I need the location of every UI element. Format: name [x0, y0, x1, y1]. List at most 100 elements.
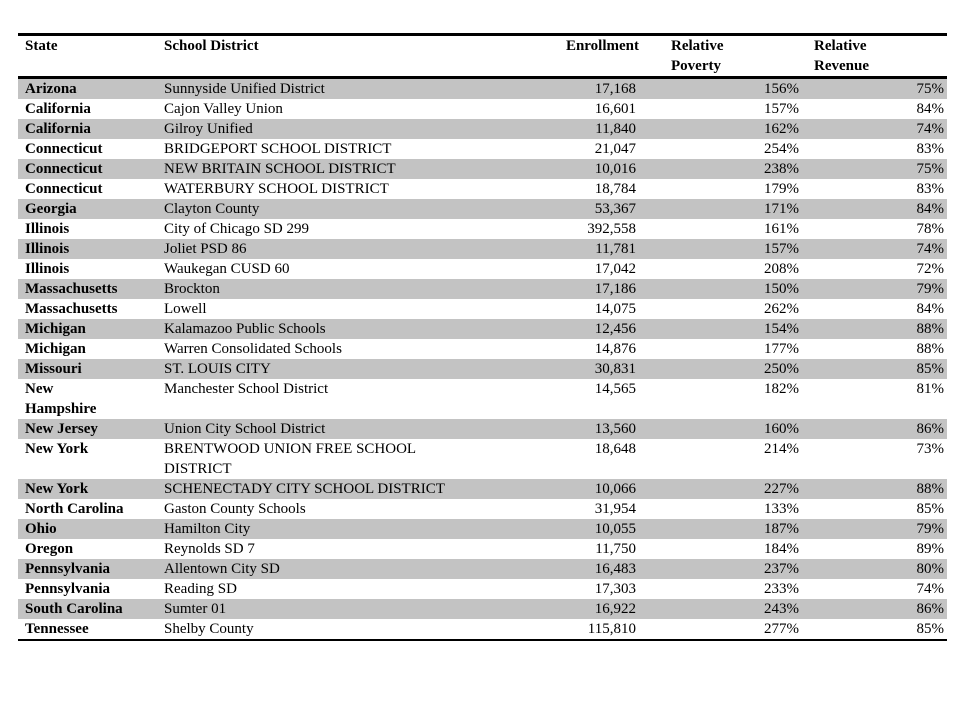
- state-cell: Michigan: [25, 341, 86, 357]
- state-cell: Pennsylvania: [25, 581, 111, 597]
- state-cell: Connecticut: [25, 141, 103, 157]
- revenue-cell: 72%: [916, 261, 945, 277]
- enrollment-cell: 17,186: [594, 281, 636, 297]
- revenue-cell: 85%: [916, 501, 945, 517]
- enrollment-cell: 16,601: [594, 101, 636, 117]
- revenue-cell: 81%: [916, 381, 945, 397]
- enrollment-cell: 14,565: [594, 381, 636, 397]
- enrollment-cell: 10,055: [594, 521, 636, 537]
- district-cell: Gilroy Unified: [164, 121, 253, 137]
- enrollment-cell: 16,922: [594, 601, 636, 617]
- table-row: Connecticut WATERBURY SCHOOL DISTRICT 18…: [18, 179, 947, 199]
- enrollment-cell: 13,560: [594, 421, 636, 437]
- poverty-cell: 184%: [764, 541, 799, 557]
- enrollment-cell: 31,954: [594, 501, 636, 517]
- revenue-cell: 88%: [916, 321, 945, 337]
- district-cell: Waukegan CUSD 60: [164, 261, 290, 277]
- revenue-cell: 84%: [916, 101, 945, 117]
- school-district-table: State School District Enrollment Relativ…: [18, 33, 947, 641]
- state-cell: New Jersey: [25, 421, 98, 437]
- enrollment-cell: 115,810: [587, 621, 636, 637]
- district-cell: Warren Consolidated Schools: [164, 341, 342, 357]
- revenue-cell: 83%: [916, 181, 945, 197]
- poverty-cell: 160%: [764, 421, 799, 437]
- enrollment-cell: 18,648: [594, 441, 636, 457]
- poverty-cell: 237%: [764, 561, 799, 577]
- header-enrollment: Enrollment: [544, 34, 644, 79]
- district-cell: Sumter 01: [164, 601, 227, 617]
- district-cell: Brockton: [164, 281, 220, 297]
- enrollment-cell: 14,876: [594, 341, 636, 357]
- poverty-cell: 277%: [764, 621, 799, 637]
- state-cell: Tennessee: [25, 621, 89, 637]
- table-row: Pennsylvania Reading SD 17,303 233% 74%: [18, 579, 947, 599]
- enrollment-cell: 10,066: [594, 481, 636, 497]
- poverty-cell: 154%: [764, 321, 799, 337]
- poverty-cell: 243%: [764, 601, 799, 617]
- state-cell: California: [25, 121, 91, 137]
- table-row: Michigan Warren Consolidated Schools 14,…: [18, 339, 947, 359]
- enrollment-cell: 53,367: [594, 201, 636, 217]
- poverty-cell: 133%: [764, 501, 799, 517]
- table-row: Tennessee Shelby County 115,810 277% 85%: [18, 619, 947, 640]
- table-row: Oregon Reynolds SD 7 11,750 184% 89%: [18, 539, 947, 559]
- poverty-cell: 262%: [764, 301, 799, 317]
- district-cell: Gaston County Schools: [164, 501, 306, 517]
- poverty-cell: 162%: [764, 121, 799, 137]
- revenue-cell: 74%: [916, 581, 945, 597]
- document-page: State School District Enrollment Relativ…: [18, 33, 947, 641]
- enrollment-cell: 16,483: [594, 561, 636, 577]
- state-cell: Illinois: [25, 241, 70, 257]
- state-cell: New Hampshire: [25, 381, 97, 417]
- revenue-cell: 86%: [916, 601, 945, 617]
- state-cell: Georgia: [25, 201, 77, 217]
- revenue-cell: 75%: [916, 161, 945, 177]
- state-cell: Oregon: [25, 541, 74, 557]
- state-cell: Ohio: [25, 521, 57, 537]
- table-row: Illinois City of Chicago SD 299 392,558 …: [18, 219, 947, 239]
- district-cell: Hamilton City: [164, 521, 251, 537]
- enrollment-cell: 17,168: [594, 81, 636, 97]
- revenue-cell: 79%: [916, 521, 945, 537]
- enrollment-cell: 14,075: [594, 301, 636, 317]
- enrollment-cell: 10,016: [594, 161, 636, 177]
- district-cell: ST. LOUIS CITY: [164, 361, 271, 377]
- table-row: California Gilroy Unified 11,840 162% 74…: [18, 119, 947, 139]
- state-cell: New York: [25, 481, 89, 497]
- poverty-cell: 182%: [764, 381, 799, 397]
- table-row: Missouri ST. LOUIS CITY 30,831 250% 85%: [18, 359, 947, 379]
- district-cell: Joliet PSD 86: [164, 241, 247, 257]
- revenue-cell: 74%: [916, 121, 945, 137]
- table-row: New York SCHENECTADY CITY SCHOOL DISTRIC…: [18, 479, 947, 499]
- poverty-cell: 233%: [764, 581, 799, 597]
- state-cell: Pennsylvania: [25, 561, 111, 577]
- header-row: State School District Enrollment Relativ…: [18, 34, 947, 79]
- revenue-cell: 84%: [916, 301, 945, 317]
- district-cell: WATERBURY SCHOOL DISTRICT: [164, 181, 389, 197]
- revenue-cell: 78%: [916, 221, 945, 237]
- table-row: Michigan Kalamazoo Public Schools 12,456…: [18, 319, 947, 339]
- table-row: Connecticut BRIDGEPORT SCHOOL DISTRICT 2…: [18, 139, 947, 159]
- header-state: State: [18, 34, 164, 79]
- table-row: New Hampshire Manchester School District…: [18, 379, 947, 419]
- enrollment-cell: 17,042: [594, 261, 636, 277]
- table-row: Massachusetts Lowell 14,075 262% 84%: [18, 299, 947, 319]
- state-cell: New York: [25, 441, 89, 457]
- table-body: Arizona Sunnyside Unified District 17,16…: [18, 77, 947, 641]
- table-row: North Carolina Gaston County Schools 31,…: [18, 499, 947, 519]
- district-cell: Cajon Valley Union: [164, 101, 283, 117]
- poverty-cell: 156%: [764, 81, 799, 97]
- enrollment-cell: 392,558: [587, 221, 636, 237]
- enrollment-cell: 30,831: [594, 361, 636, 377]
- table-row: New York BRENTWOOD UNION FREE SCHOOL DIS…: [18, 439, 947, 479]
- revenue-cell: 75%: [916, 81, 945, 97]
- poverty-cell: 187%: [764, 521, 799, 537]
- header-school-district: School District: [164, 34, 544, 79]
- state-cell: Connecticut: [25, 161, 103, 177]
- poverty-cell: 157%: [764, 101, 799, 117]
- table-row: Ohio Hamilton City 10,055 187% 79%: [18, 519, 947, 539]
- district-cell: NEW BRITAIN SCHOOL DISTRICT: [164, 161, 396, 177]
- poverty-cell: 250%: [764, 361, 799, 377]
- state-cell: Illinois: [25, 221, 70, 237]
- district-cell: Manchester School District: [164, 381, 329, 397]
